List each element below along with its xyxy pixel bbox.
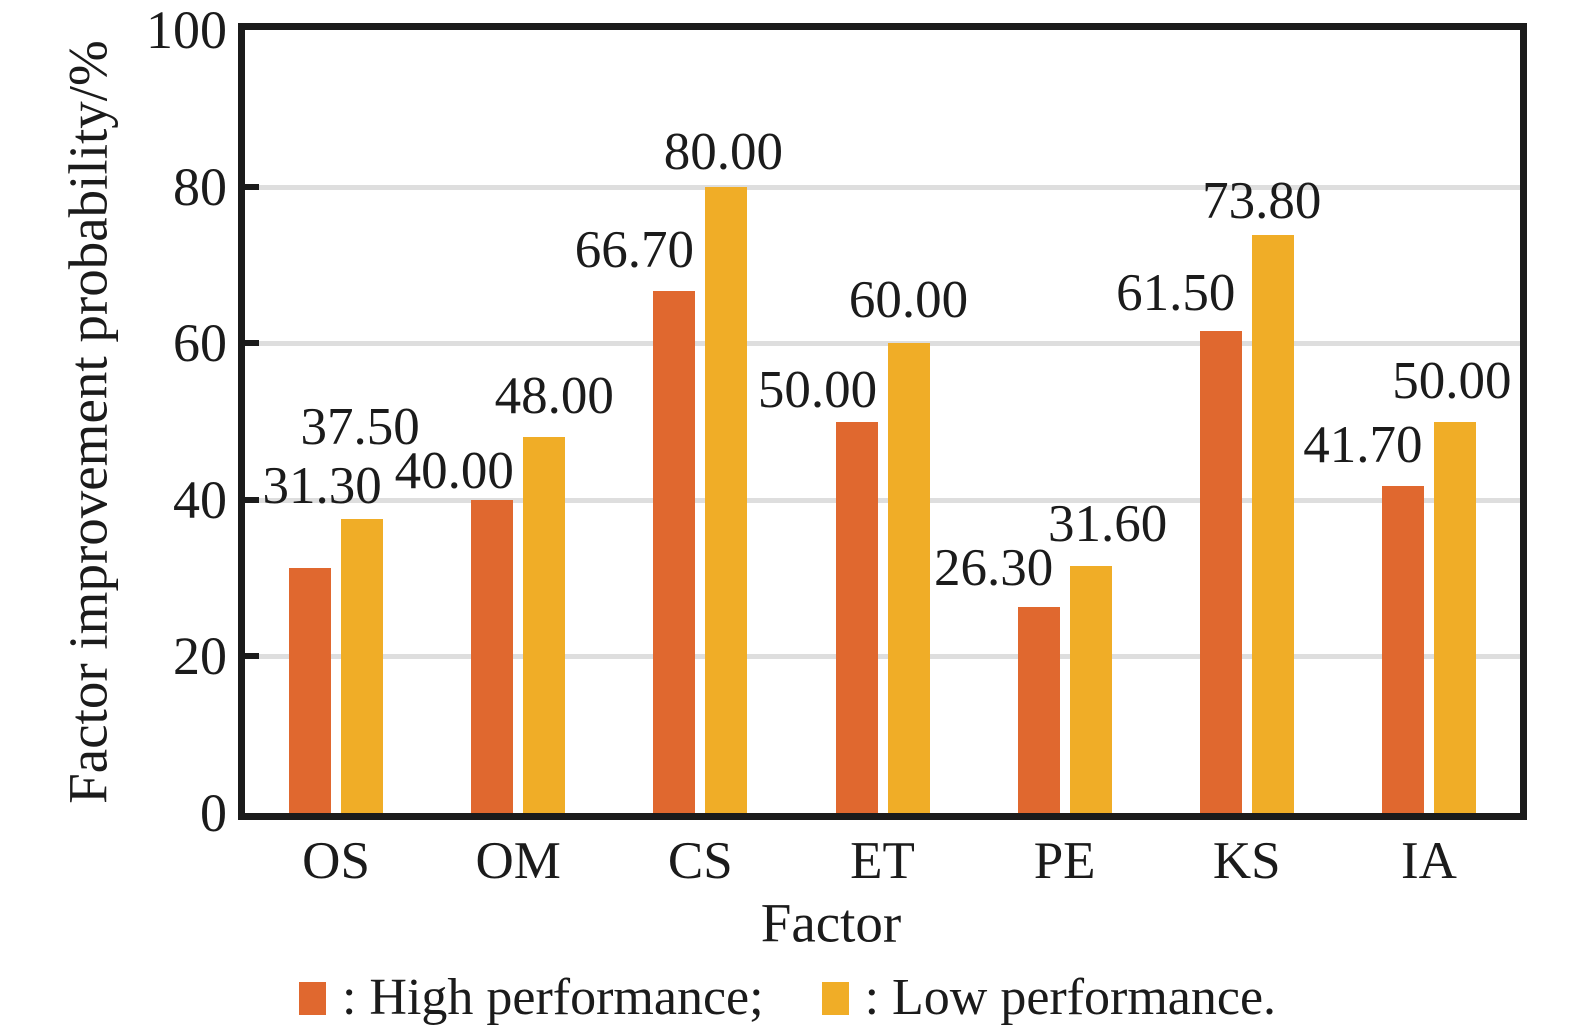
- y-tick-mark-80: [245, 183, 259, 190]
- x-category-label-KS: KS: [1212, 832, 1281, 890]
- legend-entry-low-performance: : Low performance.: [821, 969, 1277, 1026]
- y-tick-label-0: 0: [200, 783, 227, 843]
- bar-low-IA: [1433, 421, 1476, 813]
- bar-low-ET: [887, 343, 930, 813]
- bar-value-label-low-OM: 48.00: [494, 367, 614, 426]
- bar-low-PE: [1069, 565, 1112, 813]
- legend-swatch-icon: [821, 981, 849, 1015]
- y-tick-label-60: 60: [173, 313, 227, 374]
- bar-value-label-low-KS: 73.80: [1202, 172, 1322, 231]
- x-category-label-IA: IA: [1400, 832, 1457, 890]
- legend: : High performance; : Low performance.: [0, 972, 1575, 1024]
- y-tick-mark-40: [245, 496, 259, 503]
- bar-value-label-high-OS: 31.30: [262, 456, 382, 515]
- bar-value-label-high-ET: 50.00: [757, 360, 878, 419]
- bar-high-KS: [1199, 331, 1242, 813]
- x-axis-title: Factor: [760, 892, 902, 954]
- y-axis-title: Factor improvement probability/%: [57, 40, 119, 804]
- legend-label: : Low performance.: [864, 969, 1277, 1026]
- x-category-label-ET: ET: [850, 832, 915, 890]
- legend-swatch-icon: [298, 981, 326, 1015]
- y-tick-label-80: 80: [173, 156, 227, 217]
- bar-low-OS: [341, 519, 384, 813]
- gridline-60: [245, 341, 1520, 347]
- x-category-label-OS: OS: [302, 832, 370, 890]
- y-tick-mark-60: [245, 340, 259, 347]
- bar-high-IA: [1381, 486, 1424, 813]
- bar-high-CS: [653, 290, 696, 813]
- legend-entry-high-performance: : High performance;: [298, 969, 764, 1026]
- bar-value-label-low-CS: 80.00: [663, 122, 783, 181]
- y-tick-label-40: 40: [173, 469, 227, 530]
- bar-value-label-high-IA: 41.70: [1303, 416, 1423, 475]
- bar-value-label-low-ET: 60.00: [848, 271, 969, 330]
- bar-value-label-low-PE: 31.60: [1048, 494, 1168, 553]
- plot-area: [238, 23, 1527, 820]
- bar-low-KS: [1251, 235, 1294, 813]
- bar-high-OM: [471, 499, 514, 813]
- bar-high-ET: [835, 421, 878, 813]
- y-tick-label-100: 100: [146, 0, 227, 60]
- x-category-label-OM: OM: [475, 832, 561, 890]
- gridline-40: [245, 497, 1520, 503]
- bar-value-label-low-IA: 50.00: [1392, 351, 1512, 410]
- gridline-20: [245, 654, 1520, 660]
- bar-value-label-low-OS: 37.50: [300, 398, 420, 457]
- legend-label: : High performance;: [341, 969, 764, 1026]
- gridline-80: [245, 184, 1520, 190]
- y-tick-label-20: 20: [173, 626, 227, 687]
- bar-low-CS: [705, 186, 748, 813]
- bar-value-label-high-PE: 26.30: [934, 539, 1054, 598]
- x-category-label-PE: PE: [1033, 832, 1096, 890]
- x-category-label-CS: CS: [667, 832, 733, 890]
- bar-high-PE: [1017, 607, 1060, 813]
- y-tick-mark-20: [245, 653, 259, 660]
- bar-low-OM: [523, 437, 566, 813]
- bar-high-OS: [289, 567, 332, 813]
- bar-value-label-high-CS: 66.70: [574, 220, 694, 279]
- bar-value-label-high-KS: 61.50: [1116, 264, 1236, 323]
- bar-value-label-high-OM: 40.00: [394, 441, 514, 500]
